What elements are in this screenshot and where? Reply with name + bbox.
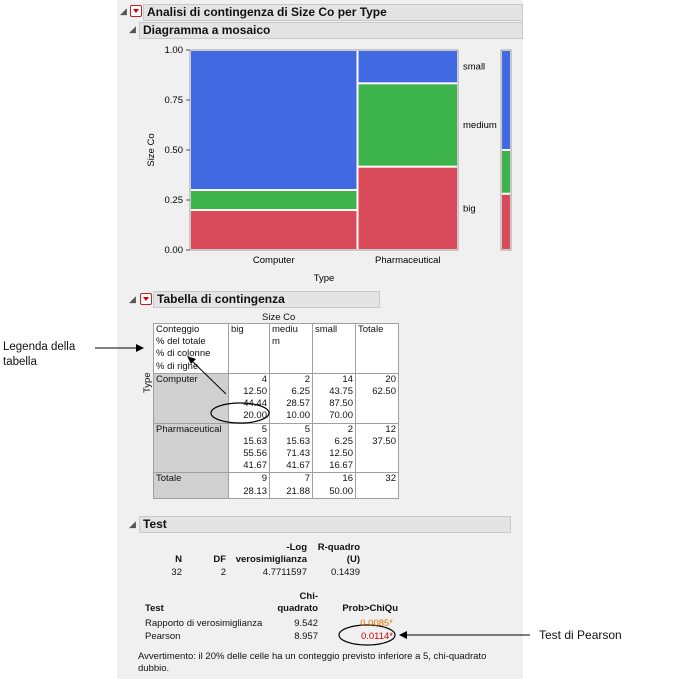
table-row: Totale 9 28.13 7 21.88 16 50.00 32 bbox=[153, 472, 399, 499]
test-disclosure-icon[interactable]: ◢ bbox=[129, 519, 136, 529]
pearson-annotation-label: Test di Pearson bbox=[539, 628, 622, 642]
summary-header: -Log verosimiglianza bbox=[235, 542, 307, 565]
summary-value: 4.7711597 bbox=[262, 567, 307, 578]
test-chisq: 9.542 bbox=[294, 618, 318, 629]
tests-header: Test bbox=[145, 603, 164, 614]
main-red-triangle-icon[interactable] bbox=[130, 5, 142, 17]
column-header: mediu m bbox=[269, 323, 313, 374]
mosaic-title: Diagramma a mosaico bbox=[139, 22, 523, 39]
table-cell: 14 43.75 87.50 70.00 bbox=[312, 372, 356, 424]
marginal-bar-frame bbox=[500, 49, 512, 251]
marginal-cell-small bbox=[502, 50, 510, 149]
column-total-cell: 9 28.13 bbox=[228, 472, 270, 499]
main-disclosure-icon[interactable]: ◢ bbox=[120, 6, 127, 16]
x-category-label: Computer bbox=[253, 255, 295, 266]
grand-total-cell: 32 bbox=[355, 472, 399, 499]
y-tick-label: 0.50 bbox=[165, 145, 184, 156]
table-cell: 5 15.63 55.56 41.67 bbox=[228, 422, 270, 474]
contingency-disclosure-icon[interactable]: ◢ bbox=[129, 294, 136, 304]
mosaic-plot: 1.00 0.75 0.50 0.25 0.00 Size Co Computer Pharm… bbox=[146, 45, 512, 284]
main-title: Analisi di contingenza di Size Co per Ty… bbox=[143, 4, 523, 21]
column-total-cell: 16 50.00 bbox=[312, 472, 356, 499]
warning-text: Avvertimento: il 20% delle celle ha un c… bbox=[138, 651, 487, 674]
mosaic-cell-small-computer bbox=[191, 51, 357, 189]
y-tick-label: 0.00 bbox=[165, 245, 184, 256]
test-prob: 0.0114* bbox=[360, 631, 393, 642]
summary-header: N bbox=[175, 554, 182, 565]
y-tick-label: 0.75 bbox=[165, 95, 184, 106]
contingency-grid: Conteggio % del totale % di colonne % di… bbox=[153, 323, 399, 499]
summary-header: R-quadro (U) bbox=[317, 542, 360, 565]
right-level-label-small: small bbox=[463, 62, 485, 73]
table-cell: 4 12.50 44.44 20.00 bbox=[228, 372, 270, 424]
mosaic-cell-big-pharmaceutical bbox=[358, 167, 457, 249]
contingency-red-triangle-icon[interactable] bbox=[140, 293, 152, 305]
test-prob: 0.0085* bbox=[360, 618, 393, 629]
marginal-cell-medium bbox=[502, 150, 510, 193]
right-level-label-medium: medium bbox=[463, 120, 497, 131]
row-total-cell: 12 37.50 bbox=[355, 422, 399, 474]
column-header: big bbox=[228, 323, 270, 374]
table-cell: 5 15.63 71.43 41.67 bbox=[269, 422, 313, 474]
table-row: Pharmaceutical 5 15.63 55.56 41.67 5 15.63… bbox=[153, 422, 399, 474]
y-tick-label: 0.25 bbox=[165, 195, 184, 206]
test-name: Rapporto di verosimiglianza bbox=[145, 618, 263, 629]
legend-annotation-label: Legenda della tabella bbox=[3, 341, 76, 368]
test-chisq: 8.957 bbox=[294, 631, 318, 642]
summary-value: 2 bbox=[220, 567, 226, 578]
mosaic-cell-big-computer bbox=[191, 211, 357, 249]
mosaic-chart: 1.00 0.75 0.50 0.25 0.00 Size Co Computer Pharm… bbox=[146, 45, 512, 284]
row-total-cell: 20 62.50 bbox=[355, 372, 399, 424]
x-category-label: Pharmaceutical bbox=[375, 255, 440, 266]
x-axis-label: Type bbox=[314, 273, 335, 284]
col-var-label: Size Co bbox=[262, 312, 296, 323]
marginal-cell-big bbox=[502, 194, 510, 249]
legend-cell: Conteggio % del totale % di colonne % di… bbox=[153, 323, 229, 374]
row-header: Computer bbox=[153, 372, 229, 424]
table-cell: 2 6.25 12.50 16.67 bbox=[312, 422, 356, 474]
column-header: Totale bbox=[355, 323, 399, 374]
y-axis-label: Size Co bbox=[146, 133, 157, 166]
y-tick-label: 1.00 bbox=[165, 45, 184, 56]
test-name: Pearson bbox=[145, 631, 181, 642]
table-row: Computer 4 12.50 44.44 20.00 2 6.25 28.57 … bbox=[153, 372, 399, 424]
test-title: Test bbox=[139, 516, 511, 533]
mosaic-cell-medium-computer bbox=[191, 191, 357, 209]
summary-value: 32 bbox=[171, 567, 182, 578]
contingency-title: Tabella di contingenza bbox=[153, 291, 380, 308]
mosaic-cell-medium-pharmaceutical bbox=[358, 84, 457, 166]
mosaic-disclosure-icon[interactable]: ◢ bbox=[129, 24, 136, 34]
table-cell: 2 6.25 28.57 10.00 bbox=[269, 372, 313, 424]
right-level-label-big: big bbox=[463, 203, 476, 214]
tests-header: Chi- quadrato bbox=[277, 591, 318, 614]
column-total-cell: 7 21.88 bbox=[269, 472, 313, 499]
row-header: Totale bbox=[153, 472, 229, 499]
tests-header: Prob>ChiQu bbox=[342, 603, 398, 614]
contingency-table: Conteggio % del totale % di colonne % di… bbox=[153, 323, 399, 499]
column-header: small bbox=[312, 323, 356, 374]
row-header: Pharmaceutical bbox=[153, 422, 229, 474]
summary-header: DF bbox=[213, 554, 226, 565]
mosaic-cell-small-pharmaceutical bbox=[358, 50, 457, 83]
summary-value: 0.1439 bbox=[330, 567, 360, 578]
